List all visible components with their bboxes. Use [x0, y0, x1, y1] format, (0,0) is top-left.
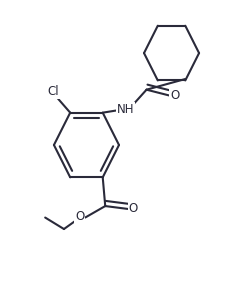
Text: NH: NH	[116, 103, 134, 116]
Text: Cl: Cl	[48, 86, 59, 99]
Text: O: O	[128, 202, 137, 215]
Text: O: O	[75, 210, 84, 223]
Text: O: O	[169, 89, 178, 102]
